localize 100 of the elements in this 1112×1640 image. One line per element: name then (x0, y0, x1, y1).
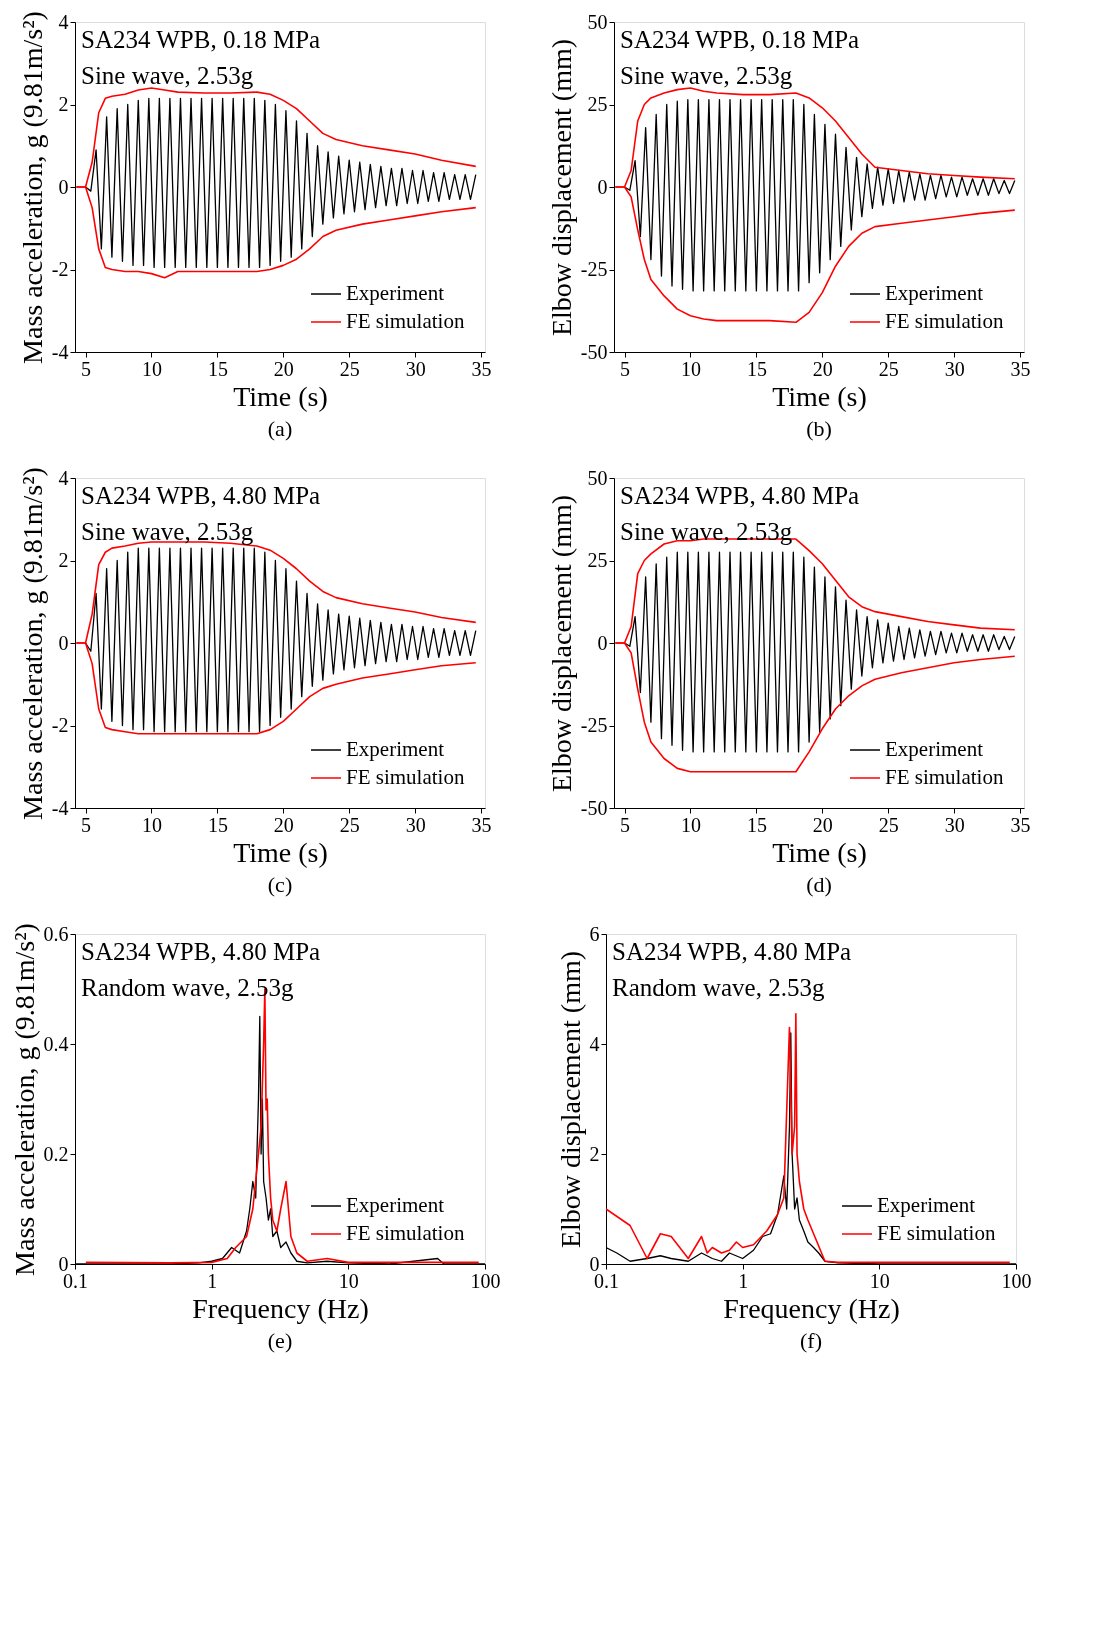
y-tick-label: 6 (589, 922, 600, 945)
y-tick-label: 0 (58, 631, 69, 654)
x-tick-label: 20 (812, 813, 833, 836)
legend-label: Experiment (346, 1193, 445, 1217)
annotation: SA234 WPB, 4.80 MPa (81, 938, 321, 965)
y-tick-label: 25 (587, 93, 608, 115)
x-axis-title: Time (s) (772, 380, 867, 412)
text: (a) (267, 416, 293, 441)
x-tick-label: 25 (878, 357, 899, 380)
x-axis-title: Time (s) (233, 380, 328, 412)
x-tick-label: 35 (1010, 357, 1031, 380)
x-tick-label: 35 (471, 357, 492, 380)
y-tick-label: 0 (597, 175, 608, 198)
x-tick-label: 5 (620, 357, 631, 380)
text: (c) (267, 872, 293, 897)
x-tick-label: 5 (81, 357, 92, 380)
y-axis-title: Mass acceleration, g (9.81m/s²) (16, 467, 48, 820)
x-tick-label: 15 (207, 357, 228, 380)
annotation: SA234 WPB, 4.80 MPa (81, 482, 321, 509)
x-tick-label: 30 (944, 813, 965, 836)
x-tick-label: 1 (738, 1269, 749, 1292)
legend-label: FE simulation (346, 309, 465, 333)
x-tick-label: 20 (273, 357, 294, 380)
y-tick-label: 2 (589, 1142, 600, 1165)
y-tick-label: -2 (51, 258, 69, 280)
x-tick-label: 30 (405, 357, 426, 380)
x-axis-title: Frequency (Hz) (192, 1292, 369, 1324)
x-tick-label: 10 (680, 813, 701, 836)
x-axis-title: Frequency (Hz) (723, 1292, 900, 1324)
annotation: Random wave, 2.53g (81, 974, 294, 1001)
y-tick-label: 25 (587, 549, 608, 571)
annotation: Sine wave, 2.53g (81, 62, 254, 89)
legend-label: Experiment (885, 281, 984, 305)
x-tick-label: 15 (746, 357, 767, 380)
y-tick-label: 0 (58, 1252, 69, 1275)
y-tick-label: 50 (587, 466, 608, 489)
y-tick-label: -4 (51, 796, 69, 819)
x-tick-label: 25 (339, 357, 360, 380)
y-tick-label: 0 (589, 1252, 600, 1275)
x-tick-label: 15 (207, 813, 228, 836)
x-tick-label: 25 (878, 813, 899, 836)
annotation: SA234 WPB, 0.18 MPa (81, 26, 321, 53)
x-tick-label: 30 (405, 813, 426, 836)
y-tick-label: 0 (597, 631, 608, 654)
x-tick-label: 10 (680, 357, 701, 380)
x-tick-label: 10 (338, 1269, 359, 1292)
y-tick-label: -25 (580, 714, 608, 736)
x-tick-label: 100 (470, 1269, 501, 1292)
y-tick-label: 4 (58, 10, 69, 33)
text: (e) (267, 1328, 293, 1353)
y-tick-label: 2 (58, 549, 69, 571)
y-tick-label: 4 (589, 1032, 600, 1055)
y-tick-label: -50 (580, 796, 608, 819)
x-tick-label: 15 (746, 813, 767, 836)
y-tick-label: 0.6 (43, 922, 69, 945)
x-tick-label: 35 (1010, 813, 1031, 836)
x-tick-label: 10 (141, 357, 162, 380)
line-series (84, 547, 477, 733)
x-tick-label: 10 (869, 1269, 890, 1292)
x-axis-title: Time (s) (233, 836, 328, 868)
x-tick-label: 5 (620, 813, 631, 836)
y-tick-label: 0 (58, 175, 69, 198)
annotation: Random wave, 2.53g (612, 974, 825, 1001)
y-tick-label: -50 (580, 340, 608, 363)
y-tick-label: -25 (580, 258, 608, 280)
annotation: SA234 WPB, 0.18 MPa (620, 26, 860, 53)
text: (d) (806, 872, 832, 897)
y-tick-label: 4 (58, 466, 69, 489)
y-tick-label: 2 (58, 93, 69, 115)
y-tick-label: -2 (51, 714, 69, 736)
line-series (84, 97, 477, 269)
annotation: SA234 WPB, 4.80 MPa (620, 482, 860, 509)
y-tick-label: 0.2 (43, 1142, 69, 1165)
x-tick-label: 5 (81, 813, 92, 836)
x-axis-title: Time (s) (772, 836, 867, 868)
x-tick-label: 35 (471, 813, 492, 836)
x-tick-label: 10 (141, 813, 162, 836)
y-tick-label: -4 (51, 340, 69, 363)
annotation: Sine wave, 2.53g (81, 518, 254, 545)
legend-label: FE simulation (885, 765, 1004, 789)
legend-label: Experiment (346, 737, 445, 761)
y-axis-title: Elbow displacement (mm) (554, 950, 586, 1249)
x-tick-label: 20 (812, 357, 833, 380)
text: (b) (806, 416, 832, 441)
x-tick-label: 25 (339, 813, 360, 836)
legend-label: FE simulation (346, 765, 465, 789)
y-tick-label: 50 (587, 10, 608, 33)
annotation: Sine wave, 2.53g (620, 62, 793, 89)
x-tick-label: 20 (273, 813, 294, 836)
x-tick-label: 1 (207, 1269, 218, 1292)
y-tick-label: 0.4 (43, 1032, 69, 1055)
legend-label: Experiment (877, 1193, 976, 1217)
text: (f) (800, 1328, 822, 1353)
legend-label: FE simulation (877, 1221, 996, 1245)
legend-label: FE simulation (885, 309, 1004, 333)
x-tick-label: 100 (1001, 1269, 1032, 1292)
y-axis-title: Mass acceleration, g (9.81m/s²) (8, 923, 40, 1276)
y-axis-title: Elbow displacement (mm) (545, 38, 577, 337)
y-axis-title: Elbow displacement (mm) (545, 494, 577, 793)
annotation: SA234 WPB, 4.80 MPa (612, 938, 852, 965)
